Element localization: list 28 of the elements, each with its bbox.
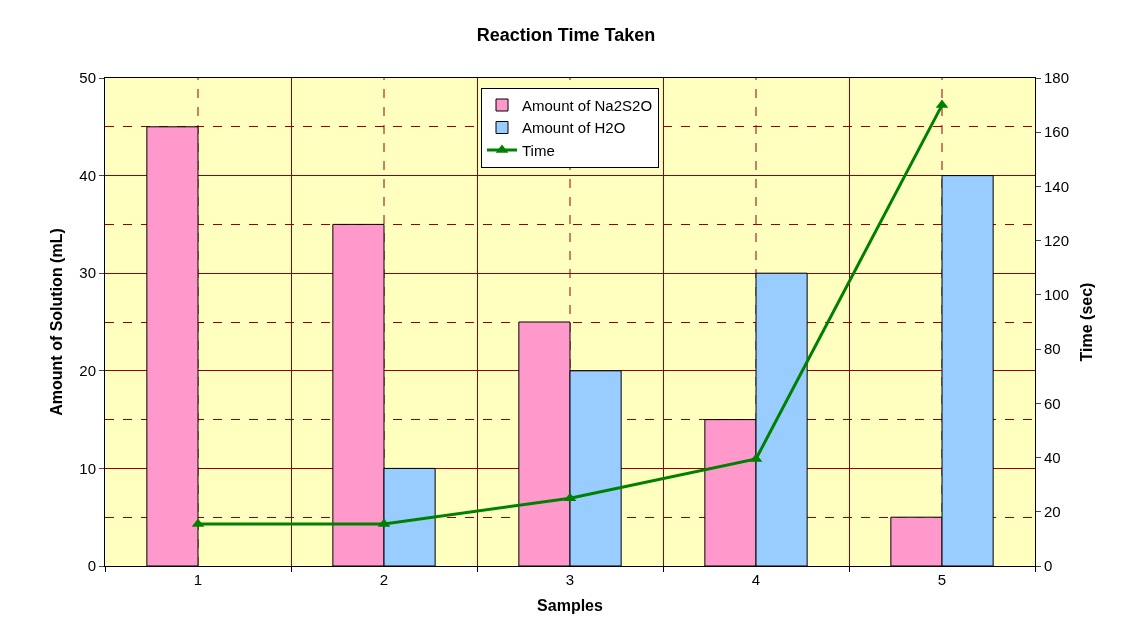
y-tick-label: 50 — [79, 69, 96, 87]
y-tick-label: 20 — [79, 362, 96, 380]
y2-tick-label: 160 — [1044, 123, 1070, 141]
x-tick-label: 5 — [937, 571, 947, 588]
y2-tick-label: 60 — [1044, 394, 1061, 412]
x-tick-label: 4 — [751, 571, 761, 588]
x-axis-title: Samples — [537, 596, 604, 614]
legend-label: Time — [522, 141, 555, 159]
y-tick-label: 10 — [79, 459, 96, 477]
y2-tick-label: 140 — [1044, 177, 1070, 195]
x-tick-label: 1 — [193, 571, 203, 588]
legend-label: Amount of H2O — [522, 119, 626, 137]
y2-tick-label: 0 — [1044, 557, 1053, 575]
legend-label: Amount of Na2S2O — [522, 96, 653, 114]
y-axis-title: Amount of Solution (mL) — [48, 228, 66, 416]
x-tick-label: 3 — [565, 571, 575, 588]
y2-tick-label: 180 — [1044, 69, 1070, 87]
y-tick-label: 30 — [79, 264, 96, 282]
y2-tick-label: 100 — [1044, 286, 1070, 304]
y-tick-label: 40 — [79, 166, 96, 184]
y2-tick-label: 120 — [1044, 231, 1070, 249]
chart-title: Reaction Time Taken — [476, 25, 656, 46]
y2-tick-label: 80 — [1044, 340, 1061, 358]
y2-tick-label: 40 — [1044, 448, 1061, 466]
y2-tick-label: 20 — [1044, 503, 1061, 521]
y2-axis-title: Time (sec) — [1077, 282, 1095, 362]
x-tick-label: 2 — [379, 571, 389, 588]
y-tick-label: 0 — [87, 557, 96, 575]
